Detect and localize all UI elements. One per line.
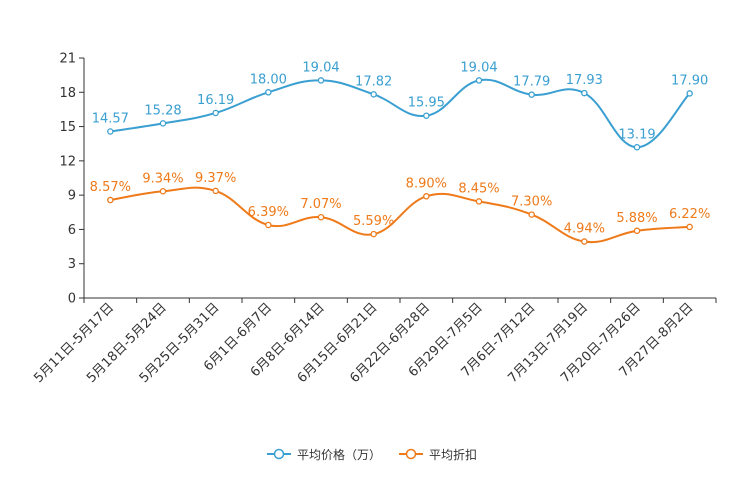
data-point[interactable] [475, 198, 483, 205]
data-label: 5.88% [616, 211, 657, 226]
data-point[interactable] [107, 128, 114, 135]
data-label: 6.39% [248, 205, 289, 220]
data-point[interactable] [370, 230, 377, 238]
data-label: 15.28 [144, 103, 181, 118]
legend-item-price[interactable]: 平均价格（万） [266, 446, 381, 463]
line-chart: 0 3 6 9 12 15 18 21 5月11日-5月17日5月18日-5月24日5月25日… [31, 52, 717, 386]
data-point[interactable] [633, 144, 641, 151]
series-0: 14.57 15.28 16.19 18.00 19.04 17.82 15.95 19.04… [92, 60, 708, 151]
data-point[interactable] [107, 196, 114, 204]
data-label: 19.04 [302, 60, 339, 75]
legend-discount-marker-icon [399, 448, 423, 460]
data-label: 4.94% [564, 222, 605, 237]
data-point[interactable] [317, 213, 325, 221]
data-point[interactable] [686, 90, 693, 97]
data-label: 17.90 [671, 73, 708, 88]
data-point[interactable] [528, 211, 535, 218]
legend-price-marker-icon [266, 448, 291, 460]
data-point[interactable] [686, 223, 693, 231]
data-label: 8.90% [406, 176, 447, 191]
y-tick-label: 15 [59, 120, 76, 135]
data-label: 17.93 [566, 73, 603, 88]
data-point[interactable] [265, 221, 272, 229]
data-point[interactable] [212, 109, 219, 117]
data-label: 7.30% [511, 195, 552, 210]
data-label: 18.00 [250, 72, 287, 87]
y-axis-ticks: 0 3 6 9 12 15 18 21 [59, 52, 84, 307]
data-point[interactable] [423, 193, 430, 200]
data-point[interactable] [159, 120, 167, 127]
legend: 平均价格（万） 平均折扣 [0, 444, 744, 464]
data-label: 9.37% [195, 171, 236, 186]
data-label: 19.04 [460, 60, 497, 75]
data-label: 8.57% [90, 180, 131, 195]
data-point[interactable] [423, 112, 430, 119]
legend-price-label: 平均价格（万） [296, 447, 381, 462]
y-tick-label: 0 [68, 292, 76, 307]
data-point[interactable] [475, 77, 483, 84]
series-line [110, 78, 691, 149]
y-tick-label: 18 [59, 86, 76, 101]
data-point[interactable] [633, 227, 641, 235]
data-point[interactable] [581, 238, 588, 245]
y-tick-label: 9 [68, 189, 76, 204]
legend-item-discount[interactable]: 平均折扣 [399, 446, 477, 463]
data-label: 6.22% [669, 207, 710, 222]
x-axis-ticks: 5月11日-5月17日5月18日-5月24日5月25日-5月31日6月1日-6月… [31, 298, 717, 386]
data-point[interactable] [159, 188, 167, 195]
data-label: 15.95 [408, 96, 445, 111]
data-label: 17.79 [513, 75, 550, 90]
y-tick-label: 21 [59, 52, 76, 67]
y-tick-label: 6 [68, 223, 76, 238]
data-point[interactable] [528, 91, 535, 98]
data-label: 16.19 [197, 93, 234, 108]
y-tick-label: 3 [68, 257, 76, 272]
data-point[interactable] [370, 91, 377, 98]
data-label: 13.19 [618, 127, 655, 142]
series-1: 8.57% 9.34% 9.37% 6.39% 7.07% 5.59% 8.90% 8.45%… [90, 171, 710, 245]
data-label: 8.45% [458, 181, 499, 196]
data-label: 14.57 [92, 111, 129, 126]
data-point[interactable] [581, 89, 588, 97]
legend-discount-label: 平均折扣 [429, 447, 478, 462]
data-point[interactable] [212, 187, 219, 195]
series-group: 14.57 15.28 16.19 18.00 19.04 17.82 15.95 19.04… [90, 60, 710, 245]
data-label: 17.82 [355, 74, 392, 89]
y-tick-label: 12 [59, 154, 76, 169]
data-label: 5.59% [353, 214, 394, 229]
data-label: 7.07% [300, 197, 341, 212]
data-point[interactable] [317, 77, 325, 84]
data-point[interactable] [265, 89, 272, 96]
data-label: 9.34% [142, 171, 183, 186]
